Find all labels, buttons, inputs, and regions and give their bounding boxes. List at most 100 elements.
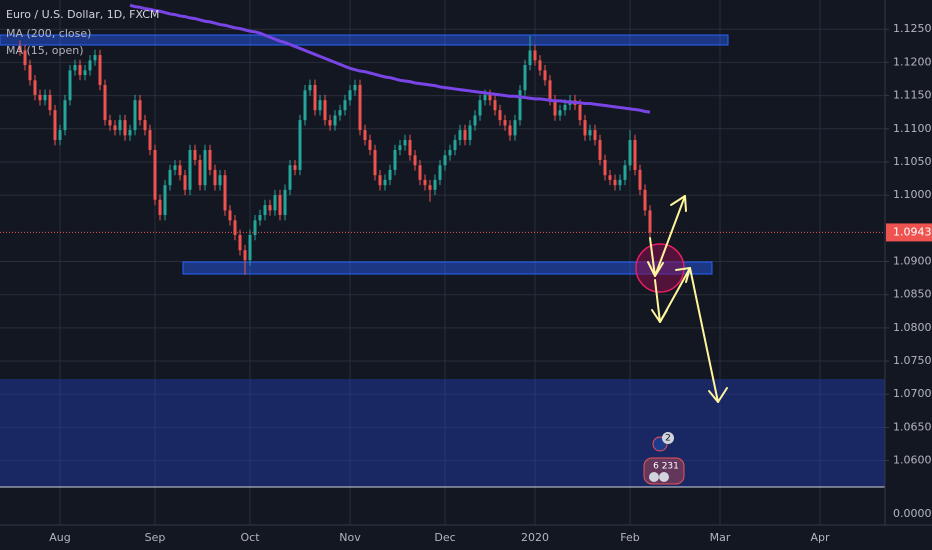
- candle-body: [428, 185, 432, 190]
- candle-body: [478, 100, 482, 116]
- candle-body: [178, 165, 182, 176]
- candle-body: [548, 80, 552, 101]
- arrow: [689, 267, 719, 403]
- x-tick-label: Sep: [145, 531, 166, 544]
- arrow-head: [651, 309, 668, 323]
- candle-body: [248, 234, 252, 261]
- legend-entry: MA (200, close): [6, 27, 91, 40]
- candle-body: [18, 45, 22, 51]
- arrow-head: [670, 195, 687, 212]
- candle-body: [388, 169, 392, 180]
- candle-body: [223, 175, 227, 211]
- candle-body: [433, 179, 437, 190]
- candle-body: [448, 150, 452, 156]
- x-tick-label: Aug: [49, 531, 70, 544]
- candle-body: [48, 94, 52, 111]
- candle-body: [403, 140, 407, 146]
- candle-body: [528, 50, 532, 66]
- candle-body: [538, 60, 542, 71]
- y-tick-label: 1.11000: [893, 122, 932, 135]
- candle-body: [168, 169, 172, 186]
- candle-body: [123, 120, 127, 136]
- candle-body: [438, 165, 442, 180]
- candle-body: [453, 140, 457, 150]
- candle-body: [23, 50, 27, 66]
- y-tick-label: 1.12000: [893, 55, 932, 68]
- candle-body: [253, 220, 257, 235]
- candle-body: [108, 120, 112, 126]
- arrows: [647, 195, 728, 403]
- y-tick-label: 1.07000: [893, 387, 932, 400]
- candle-body: [73, 65, 77, 71]
- candle-body: [633, 140, 637, 170]
- candle-body: [238, 234, 242, 251]
- candle-body: [418, 165, 422, 180]
- event-icon: [649, 472, 659, 482]
- candle-body: [343, 100, 347, 111]
- chart-title: Euro / U.S. Dollar, 1D, FXCM: [6, 8, 159, 21]
- x-tick-label: Nov: [339, 531, 361, 544]
- candle-body: [558, 110, 562, 116]
- moving-average-line: [129, 3, 651, 114]
- candle-body: [463, 130, 467, 141]
- candle-body: [208, 150, 212, 170]
- candle-body: [133, 100, 137, 131]
- candle-body: [333, 115, 337, 126]
- candle-body: [263, 205, 267, 216]
- candle-body: [318, 100, 322, 111]
- candle-body: [543, 70, 547, 81]
- candle-body: [273, 195, 277, 211]
- candle-body: [128, 130, 132, 136]
- candle-body: [268, 205, 272, 211]
- candle-body: [278, 195, 282, 216]
- candle-body: [68, 70, 72, 101]
- candle-body: [618, 179, 622, 186]
- candle-body: [458, 130, 462, 141]
- candle-body: [468, 125, 472, 141]
- candle-body: [378, 175, 382, 186]
- candle-body: [553, 100, 557, 116]
- x-tick-label: Feb: [620, 531, 639, 544]
- candle-body: [148, 130, 152, 150]
- candle-body: [588, 130, 592, 136]
- candle-body: [413, 155, 417, 166]
- y-tick-label: 1.09000: [893, 255, 932, 268]
- zone-top: [0, 34, 729, 46]
- event-badge: [662, 432, 674, 444]
- candle-body: [533, 50, 537, 61]
- candle-body: [193, 150, 197, 160]
- candle-body: [583, 120, 587, 136]
- candle-body: [613, 179, 617, 186]
- y-tick-label: 1.08000: [893, 321, 932, 334]
- x-tick-label: 2020: [521, 531, 549, 544]
- candle-body: [643, 189, 647, 211]
- candle-body: [163, 185, 167, 216]
- candle-body: [93, 55, 97, 61]
- candle-body: [118, 120, 122, 131]
- x-tick-label: Dec: [434, 531, 455, 544]
- arrow: [654, 195, 686, 277]
- candle-body: [518, 90, 522, 121]
- candle-body: [398, 145, 402, 150]
- candle-body: [323, 100, 327, 121]
- candle-body: [348, 90, 352, 101]
- candle-body: [153, 150, 157, 200]
- y-tick-label: 1.11500: [893, 89, 932, 102]
- candle-body: [373, 150, 377, 176]
- candle-body: [33, 80, 37, 95]
- grid: [0, 0, 885, 525]
- candle-body: [483, 94, 487, 101]
- candle-body: [233, 220, 237, 235]
- y-tick-label: 1.06000: [893, 454, 932, 467]
- candle-body: [213, 169, 217, 186]
- event-count: 6 231: [653, 462, 679, 472]
- y-axis-bottom-label: 0.00000: [893, 507, 932, 520]
- candle-body: [103, 84, 107, 121]
- candle-body: [308, 84, 312, 91]
- candle-body: [328, 120, 332, 126]
- candle-body: [198, 159, 202, 186]
- x-tick-label: Oct: [240, 531, 260, 544]
- last-price-box: [886, 223, 932, 242]
- y-tick-label: 1.12500: [893, 22, 932, 35]
